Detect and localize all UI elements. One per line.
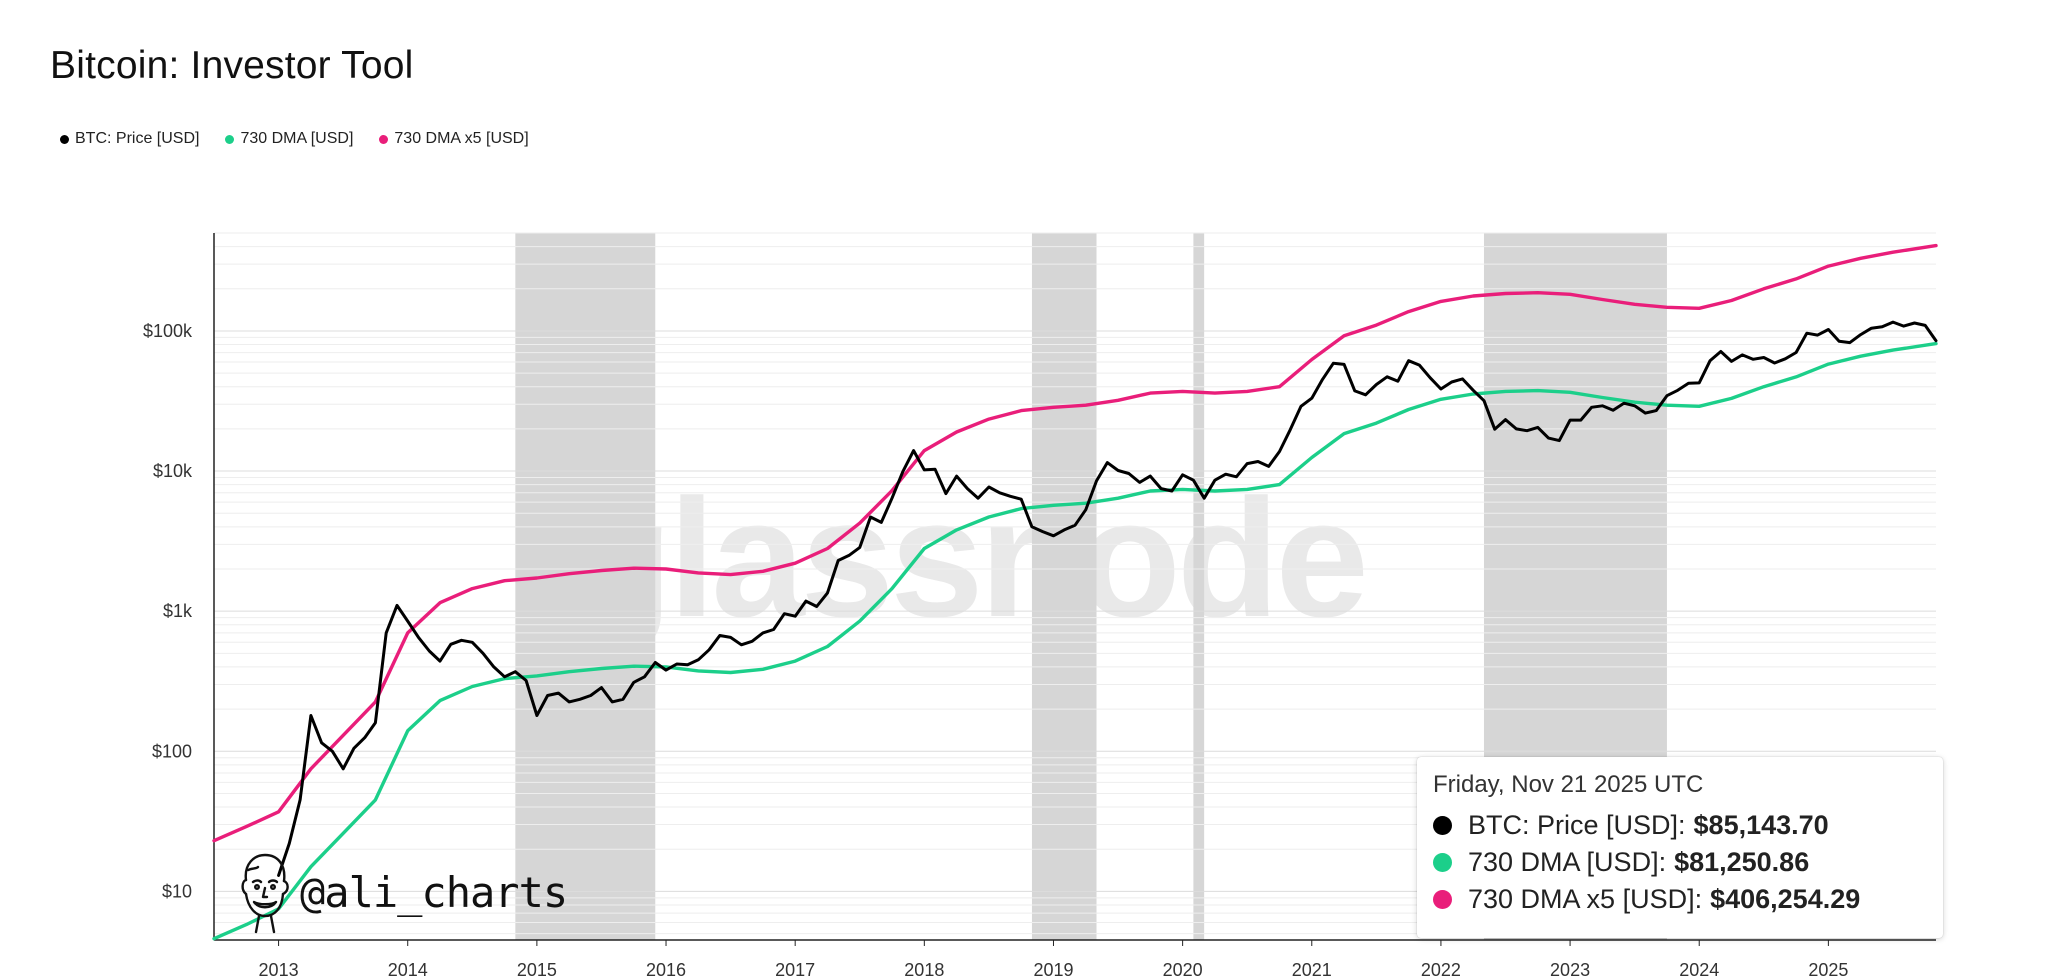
tooltip-dot-icon bbox=[1433, 853, 1452, 872]
tooltip-row-btc-price: BTC: Price [USD]: $85,143.70 bbox=[1433, 807, 1927, 844]
legend-item-730-dma[interactable]: 730 DMA [USD] bbox=[225, 130, 353, 148]
tooltip-row-730-dma: 730 DMA [USD]: $81,250.86 bbox=[1433, 844, 1927, 881]
legend-label: 730 DMA x5 [USD] bbox=[394, 130, 529, 147]
x-tick-label: 2013 bbox=[259, 960, 299, 979]
page-title: Bitcoin: Investor Tool bbox=[50, 44, 414, 87]
tooltip-value: $85,143.70 bbox=[1693, 810, 1829, 840]
legend-dot-icon bbox=[60, 134, 69, 144]
chart-tooltip: Friday, Nov 21 2025 UTC BTC: Price [USD]… bbox=[1417, 757, 1943, 938]
chart-legend: BTC: Price [USD] 730 DMA [USD] 730 DMA x… bbox=[60, 130, 529, 148]
y-tick-label: $100k bbox=[143, 321, 193, 341]
x-tick-label: 2020 bbox=[1163, 960, 1203, 979]
x-tick-label: 2014 bbox=[388, 960, 428, 979]
cartoon-avatar-icon bbox=[241, 853, 289, 934]
shaded-period bbox=[1031, 233, 1097, 940]
x-tick-label: 2017 bbox=[775, 960, 815, 979]
tooltip-row-730-dma-x5: 730 DMA x5 [USD]: $406,254.29 bbox=[1433, 881, 1927, 918]
x-tick-label: 2025 bbox=[1808, 960, 1848, 979]
x-tick-label: 2021 bbox=[1292, 960, 1332, 979]
tooltip-value: $81,250.86 bbox=[1674, 847, 1810, 877]
y-tick-label: $10 bbox=[162, 881, 192, 901]
legend-item-730-dma-x5[interactable]: 730 DMA x5 [USD] bbox=[379, 130, 529, 148]
x-tick-label: 2024 bbox=[1679, 960, 1719, 979]
shaded-period bbox=[1193, 233, 1205, 940]
legend-item-btc-price[interactable]: BTC: Price [USD] bbox=[60, 130, 199, 148]
chart-gridlines bbox=[214, 232, 1936, 935]
shaded-period bbox=[515, 233, 656, 940]
tooltip-date: Friday, Nov 21 2025 UTC bbox=[1433, 771, 1704, 798]
y-tick-label: $1k bbox=[163, 601, 193, 621]
x-tick-label: 2016 bbox=[646, 960, 686, 979]
legend-dot-icon bbox=[225, 134, 235, 144]
x-tick-label: 2022 bbox=[1421, 960, 1461, 979]
legend-label: BTC: Price [USD] bbox=[75, 130, 200, 147]
tooltip-dot-icon bbox=[1433, 816, 1452, 835]
tooltip-label: 730 DMA x5 [USD]: bbox=[1468, 884, 1703, 914]
y-tick-label: $100 bbox=[152, 741, 192, 761]
x-tick-label: 2015 bbox=[517, 960, 557, 979]
x-tick-label: 2023 bbox=[1550, 960, 1590, 979]
signature-handle: @ali_charts bbox=[300, 867, 568, 917]
x-tick-label: 2018 bbox=[904, 960, 944, 979]
legend-label: 730 DMA [USD] bbox=[240, 130, 354, 147]
tooltip-label: BTC: Price [USD]: bbox=[1468, 810, 1686, 840]
tooltip-value: $406,254.29 bbox=[1710, 884, 1861, 914]
chart-series bbox=[212, 243, 1938, 941]
signature: @ali_charts bbox=[232, 850, 568, 934]
x-tick-label: 2019 bbox=[1033, 960, 1073, 979]
y-tick-label: $10k bbox=[153, 461, 193, 481]
legend-dot-icon bbox=[379, 134, 389, 144]
series-line-btc-price bbox=[277, 320, 1938, 877]
series-line-730-dma-x5 bbox=[212, 243, 1938, 843]
chart-axes: $10 $100 $1k $10k $100k 2013 2014 2015 2016 2017 2… bbox=[143, 233, 1936, 979]
series-line-730-dma bbox=[212, 341, 1938, 941]
tooltip-dot-icon bbox=[1433, 890, 1452, 909]
tooltip-label: 730 DMA [USD]: bbox=[1468, 847, 1667, 877]
